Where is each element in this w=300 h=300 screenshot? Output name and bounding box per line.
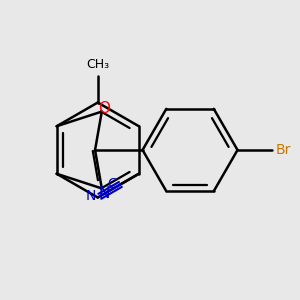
Text: Br: Br	[275, 143, 291, 157]
Text: C: C	[107, 177, 117, 191]
Text: N: N	[98, 186, 110, 201]
Text: CH₃: CH₃	[86, 58, 109, 71]
Text: N: N	[85, 189, 96, 203]
Text: O: O	[98, 101, 110, 116]
